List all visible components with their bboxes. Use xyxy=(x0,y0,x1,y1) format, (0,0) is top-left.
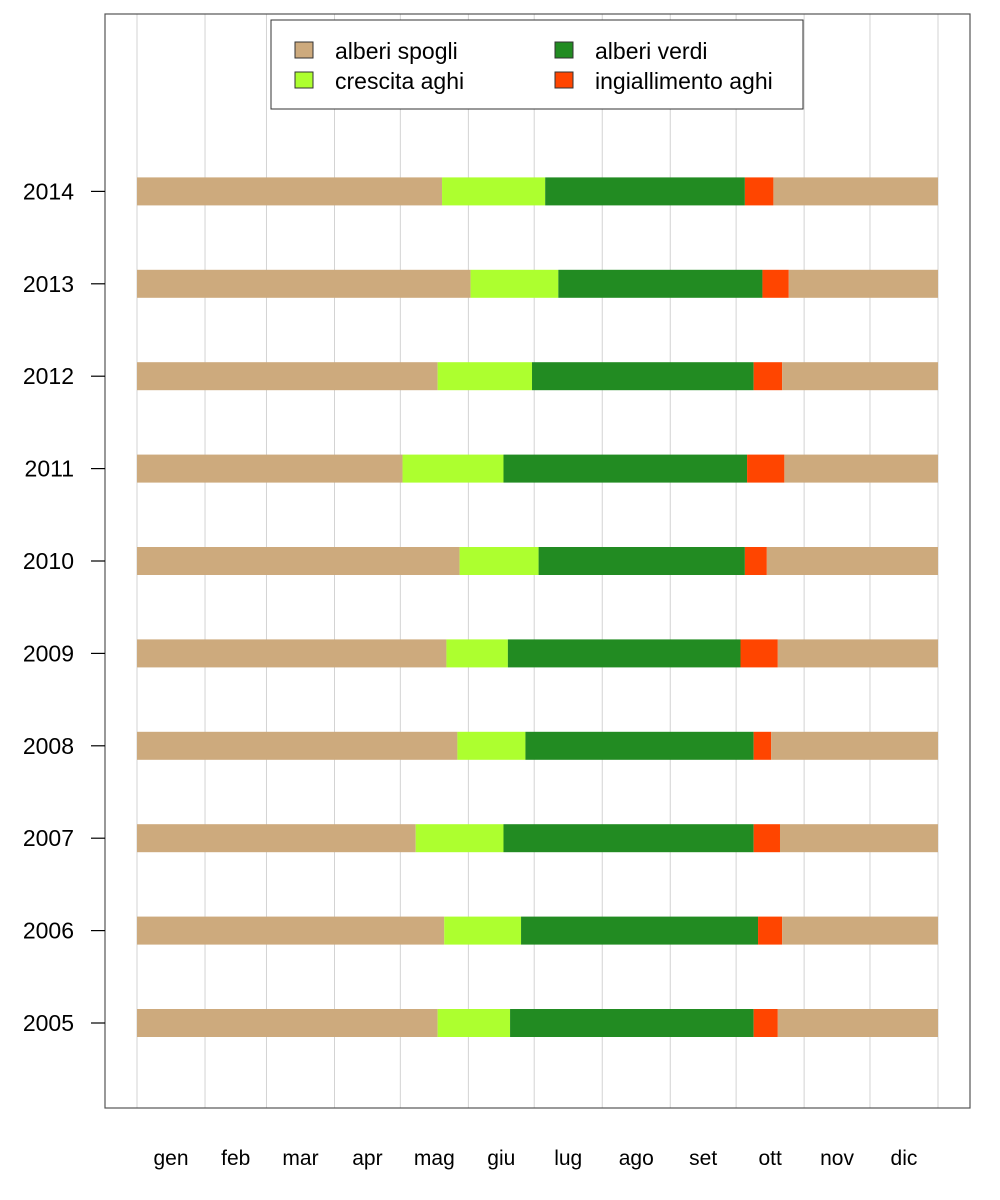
bar-segment-bare_late-2014 xyxy=(773,177,938,206)
bar-segment-growth-2005 xyxy=(437,1009,511,1037)
y-tick-label: 2005 xyxy=(23,1010,74,1036)
y-tick-label: 2007 xyxy=(23,825,74,851)
bar-segment-yellowing-2005 xyxy=(753,1009,778,1037)
bar-segment-bare_late-2013 xyxy=(788,269,938,298)
y-tick-label: 2006 xyxy=(23,918,74,944)
bar-segment-growth-2009 xyxy=(446,639,508,668)
bar-segment-green-2014 xyxy=(545,177,745,206)
bars xyxy=(137,177,938,1037)
bar-segment-bare-2012 xyxy=(137,362,438,391)
y-tick-label: 2010 xyxy=(23,548,74,574)
bar-segment-yellowing-2006 xyxy=(758,916,783,945)
y-tick-label: 2011 xyxy=(25,456,74,482)
bar-segment-bare-2011 xyxy=(137,454,403,483)
legend-label-bare: alberi spogli xyxy=(335,38,458,64)
y-tick-label: 2008 xyxy=(23,733,74,759)
x-tick-label: mag xyxy=(414,1147,455,1170)
legend-box xyxy=(270,19,804,110)
legend-label-green: alberi verdi xyxy=(595,38,708,64)
bar-segment-green-2010 xyxy=(538,547,745,575)
legend-label-yellowing: ingiallimento aghi xyxy=(595,68,773,94)
bar-segment-green-2009 xyxy=(507,639,741,668)
x-tick-label: nov xyxy=(820,1147,854,1170)
y-tick-label: 2012 xyxy=(23,363,74,389)
bar-segment-bare_late-2005 xyxy=(777,1009,938,1037)
legend-swatch-yellowing xyxy=(554,71,574,89)
y-tick-label: 2009 xyxy=(23,640,74,666)
legend: alberi spogli alberi verdi crescita aghi… xyxy=(270,19,804,110)
y-axis: 2005 2006 2007 2008 2009 2010 2011 2012 2013 2014 xyxy=(23,178,105,1036)
bar-segment-yellowing-2014 xyxy=(744,177,774,206)
bar-segment-bare_late-2006 xyxy=(782,916,938,945)
bar-segment-bare-2013 xyxy=(137,269,471,298)
bar-segment-bare-2007 xyxy=(137,824,416,853)
bar-segment-yellowing-2013 xyxy=(762,269,789,298)
bar-segment-green-2005 xyxy=(510,1009,754,1037)
bar-segment-bare-2006 xyxy=(137,916,445,945)
x-tick-label: gen xyxy=(153,1147,188,1170)
bar-segment-green-2013 xyxy=(558,269,763,298)
bar-segment-bare_late-2012 xyxy=(782,362,938,391)
bar-segment-growth-2013 xyxy=(470,269,559,298)
bar-segment-green-2007 xyxy=(503,824,754,853)
bar-segment-yellowing-2009 xyxy=(740,639,778,668)
bar-segment-bare-2010 xyxy=(137,547,460,575)
x-tick-label: giu xyxy=(487,1147,515,1170)
x-tick-label: mar xyxy=(282,1147,318,1170)
x-axis: gen feb mar apr mag giu lug ago set ott nov dic xyxy=(153,1147,917,1170)
bar-segment-yellowing-2011 xyxy=(747,454,785,483)
bar-segment-bare_late-2010 xyxy=(766,547,938,575)
x-tick-label: ago xyxy=(619,1147,654,1170)
legend-swatch-growth xyxy=(294,71,314,89)
x-tick-label: apr xyxy=(352,1147,382,1170)
x-tick-label: ott xyxy=(758,1147,782,1170)
bar-segment-yellowing-2008 xyxy=(753,731,772,760)
x-tick-label: set xyxy=(689,1147,717,1170)
bar-segment-yellowing-2010 xyxy=(744,547,767,575)
x-tick-label: lug xyxy=(554,1147,582,1170)
bar-segment-growth-2006 xyxy=(444,916,522,945)
bar-segment-green-2008 xyxy=(525,731,754,760)
bar-segment-bare-2005 xyxy=(137,1009,438,1037)
bar-segment-bare-2009 xyxy=(137,639,447,668)
bar-segment-yellowing-2007 xyxy=(753,824,780,853)
bar-segment-green-2012 xyxy=(532,362,754,391)
bar-segment-growth-2014 xyxy=(442,177,546,206)
bar-segment-bare_late-2009 xyxy=(777,639,938,668)
bar-segment-growth-2011 xyxy=(402,454,504,483)
legend-swatch-bare xyxy=(294,41,314,59)
legend-swatch-green xyxy=(554,41,574,59)
x-tick-label: feb xyxy=(221,1147,250,1170)
x-tick-label: dic xyxy=(891,1147,918,1170)
bar-segment-growth-2008 xyxy=(457,731,526,760)
bar-segment-bare_late-2011 xyxy=(784,454,938,483)
bar-segment-bare-2008 xyxy=(137,731,458,760)
bar-segment-green-2006 xyxy=(521,916,759,945)
bar-segment-bare_late-2008 xyxy=(771,731,938,760)
bar-segment-green-2011 xyxy=(503,454,748,483)
bar-segment-yellowing-2012 xyxy=(753,362,783,391)
legend-label-growth: crescita aghi xyxy=(335,68,464,94)
bar-segment-growth-2007 xyxy=(415,824,504,853)
bar-segment-growth-2010 xyxy=(459,547,539,575)
y-tick-label: 2014 xyxy=(23,178,74,204)
y-tick-label: 2013 xyxy=(23,271,74,297)
bar-segment-bare-2014 xyxy=(137,177,443,206)
bar-segment-bare_late-2007 xyxy=(779,824,938,853)
bar-segment-growth-2012 xyxy=(437,362,533,391)
